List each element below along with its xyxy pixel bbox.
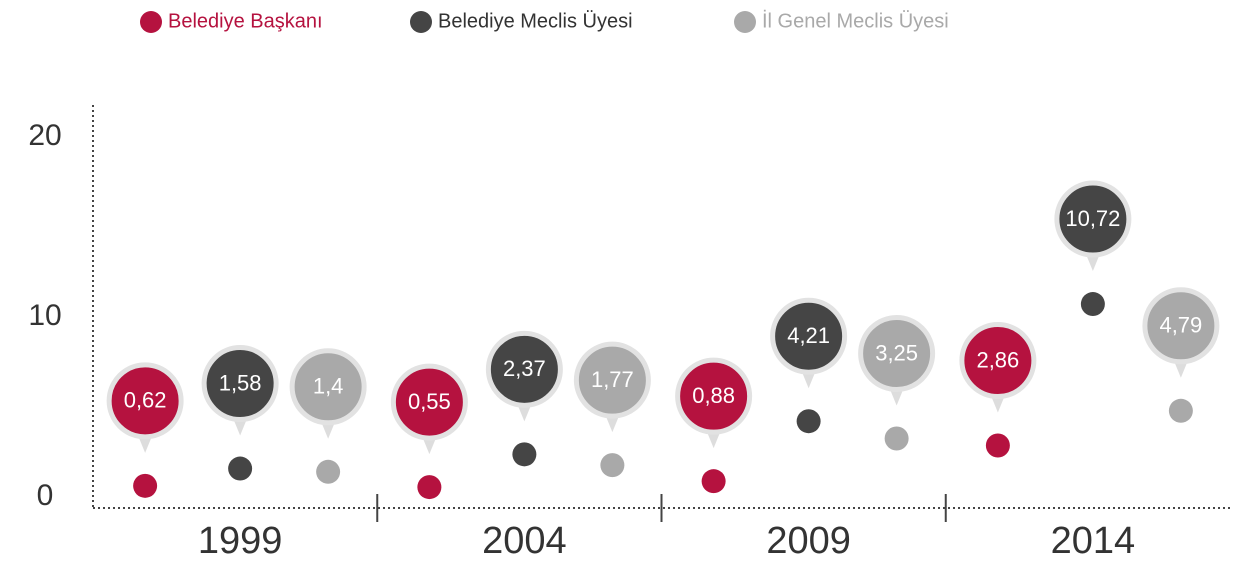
callout: 4,21 xyxy=(770,297,848,389)
dot xyxy=(985,433,1010,458)
data-label: 1,58 xyxy=(219,370,262,395)
dot xyxy=(796,409,821,434)
y-tick-label: 20 xyxy=(28,119,61,152)
legend-label: Belediye Meclis Üyesi xyxy=(438,10,633,32)
callout-bubble xyxy=(485,330,563,408)
callout: 2,86 xyxy=(959,322,1037,413)
dot xyxy=(1080,292,1105,317)
callout-bubble xyxy=(959,322,1037,400)
dot xyxy=(1168,398,1193,423)
data-label: 0,55 xyxy=(408,389,451,414)
dot xyxy=(600,453,625,478)
x-tick-label: 2009 xyxy=(766,520,851,562)
callout-bubble xyxy=(573,341,651,419)
data-label: 4,21 xyxy=(787,323,830,348)
x-tick-label: 2014 xyxy=(1051,520,1136,562)
dot xyxy=(884,426,909,451)
callout: 4,79 xyxy=(1142,287,1220,378)
dot xyxy=(133,473,158,498)
callout-bubble xyxy=(675,357,753,435)
callout: 0,55 xyxy=(390,363,468,455)
callout-bubble xyxy=(106,362,184,440)
x-tick-label: 2004 xyxy=(482,520,567,562)
callout-bubble xyxy=(201,345,279,423)
callout: 1,4 xyxy=(289,348,367,439)
legend-marker xyxy=(410,11,432,33)
dot xyxy=(228,456,253,481)
x-tick-label: 1999 xyxy=(198,520,283,562)
data-label: 3,25 xyxy=(875,340,918,365)
dot xyxy=(701,469,726,494)
callout: 3,25 xyxy=(858,315,936,406)
callout-bubble xyxy=(390,363,468,441)
callout: 0,62 xyxy=(106,362,184,453)
callout: 10,72 xyxy=(1054,180,1132,272)
callout-bubble xyxy=(770,297,848,375)
data-label: 10,72 xyxy=(1065,206,1120,231)
legend-label: İl Genel Meclis Üyesi xyxy=(762,9,949,32)
callout: 1,77 xyxy=(573,341,651,433)
legend-marker xyxy=(734,11,756,33)
data-label: 0,88 xyxy=(692,383,735,408)
legend-marker xyxy=(140,11,162,33)
y-tick-label: 0 xyxy=(37,479,54,512)
callout-bubble xyxy=(1054,180,1132,258)
callout-bubble xyxy=(289,348,367,426)
data-label: 2,86 xyxy=(976,347,1019,372)
dot xyxy=(512,442,537,467)
dot xyxy=(316,459,341,484)
legend-label: Belediye Başkanı xyxy=(168,10,323,32)
callout: 1,58 xyxy=(201,345,279,436)
data-label: 1,77 xyxy=(591,367,634,392)
callout-bubble xyxy=(1142,287,1220,365)
y-tick-label: 10 xyxy=(28,299,61,332)
dot xyxy=(417,475,442,500)
data-label: 0,62 xyxy=(124,388,167,413)
callout: 2,37 xyxy=(485,330,563,422)
callout: 0,88 xyxy=(675,357,753,449)
data-label: 2,37 xyxy=(503,356,546,381)
data-label: 1,4 xyxy=(313,374,344,399)
callout-bubble xyxy=(858,315,936,392)
data-label: 4,79 xyxy=(1159,313,1202,338)
